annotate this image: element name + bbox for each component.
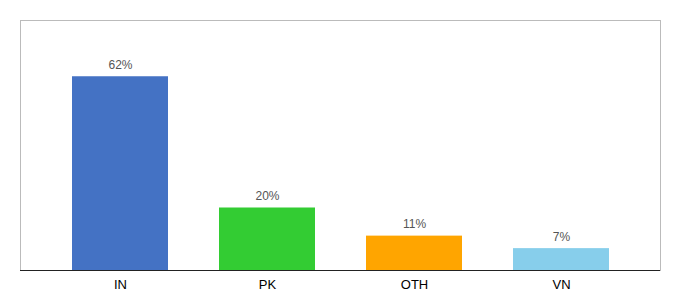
svg-text:62%: 62% [108, 58, 132, 72]
svg-text:IN: IN [114, 277, 127, 292]
svg-text:7%: 7% [553, 230, 571, 244]
svg-text:11%: 11% [403, 217, 426, 231]
svg-text:PK: PK [259, 277, 277, 292]
svg-text:VN: VN [552, 277, 570, 292]
svg-text:20%: 20% [255, 189, 279, 203]
svg-text:OTH: OTH [401, 277, 428, 292]
